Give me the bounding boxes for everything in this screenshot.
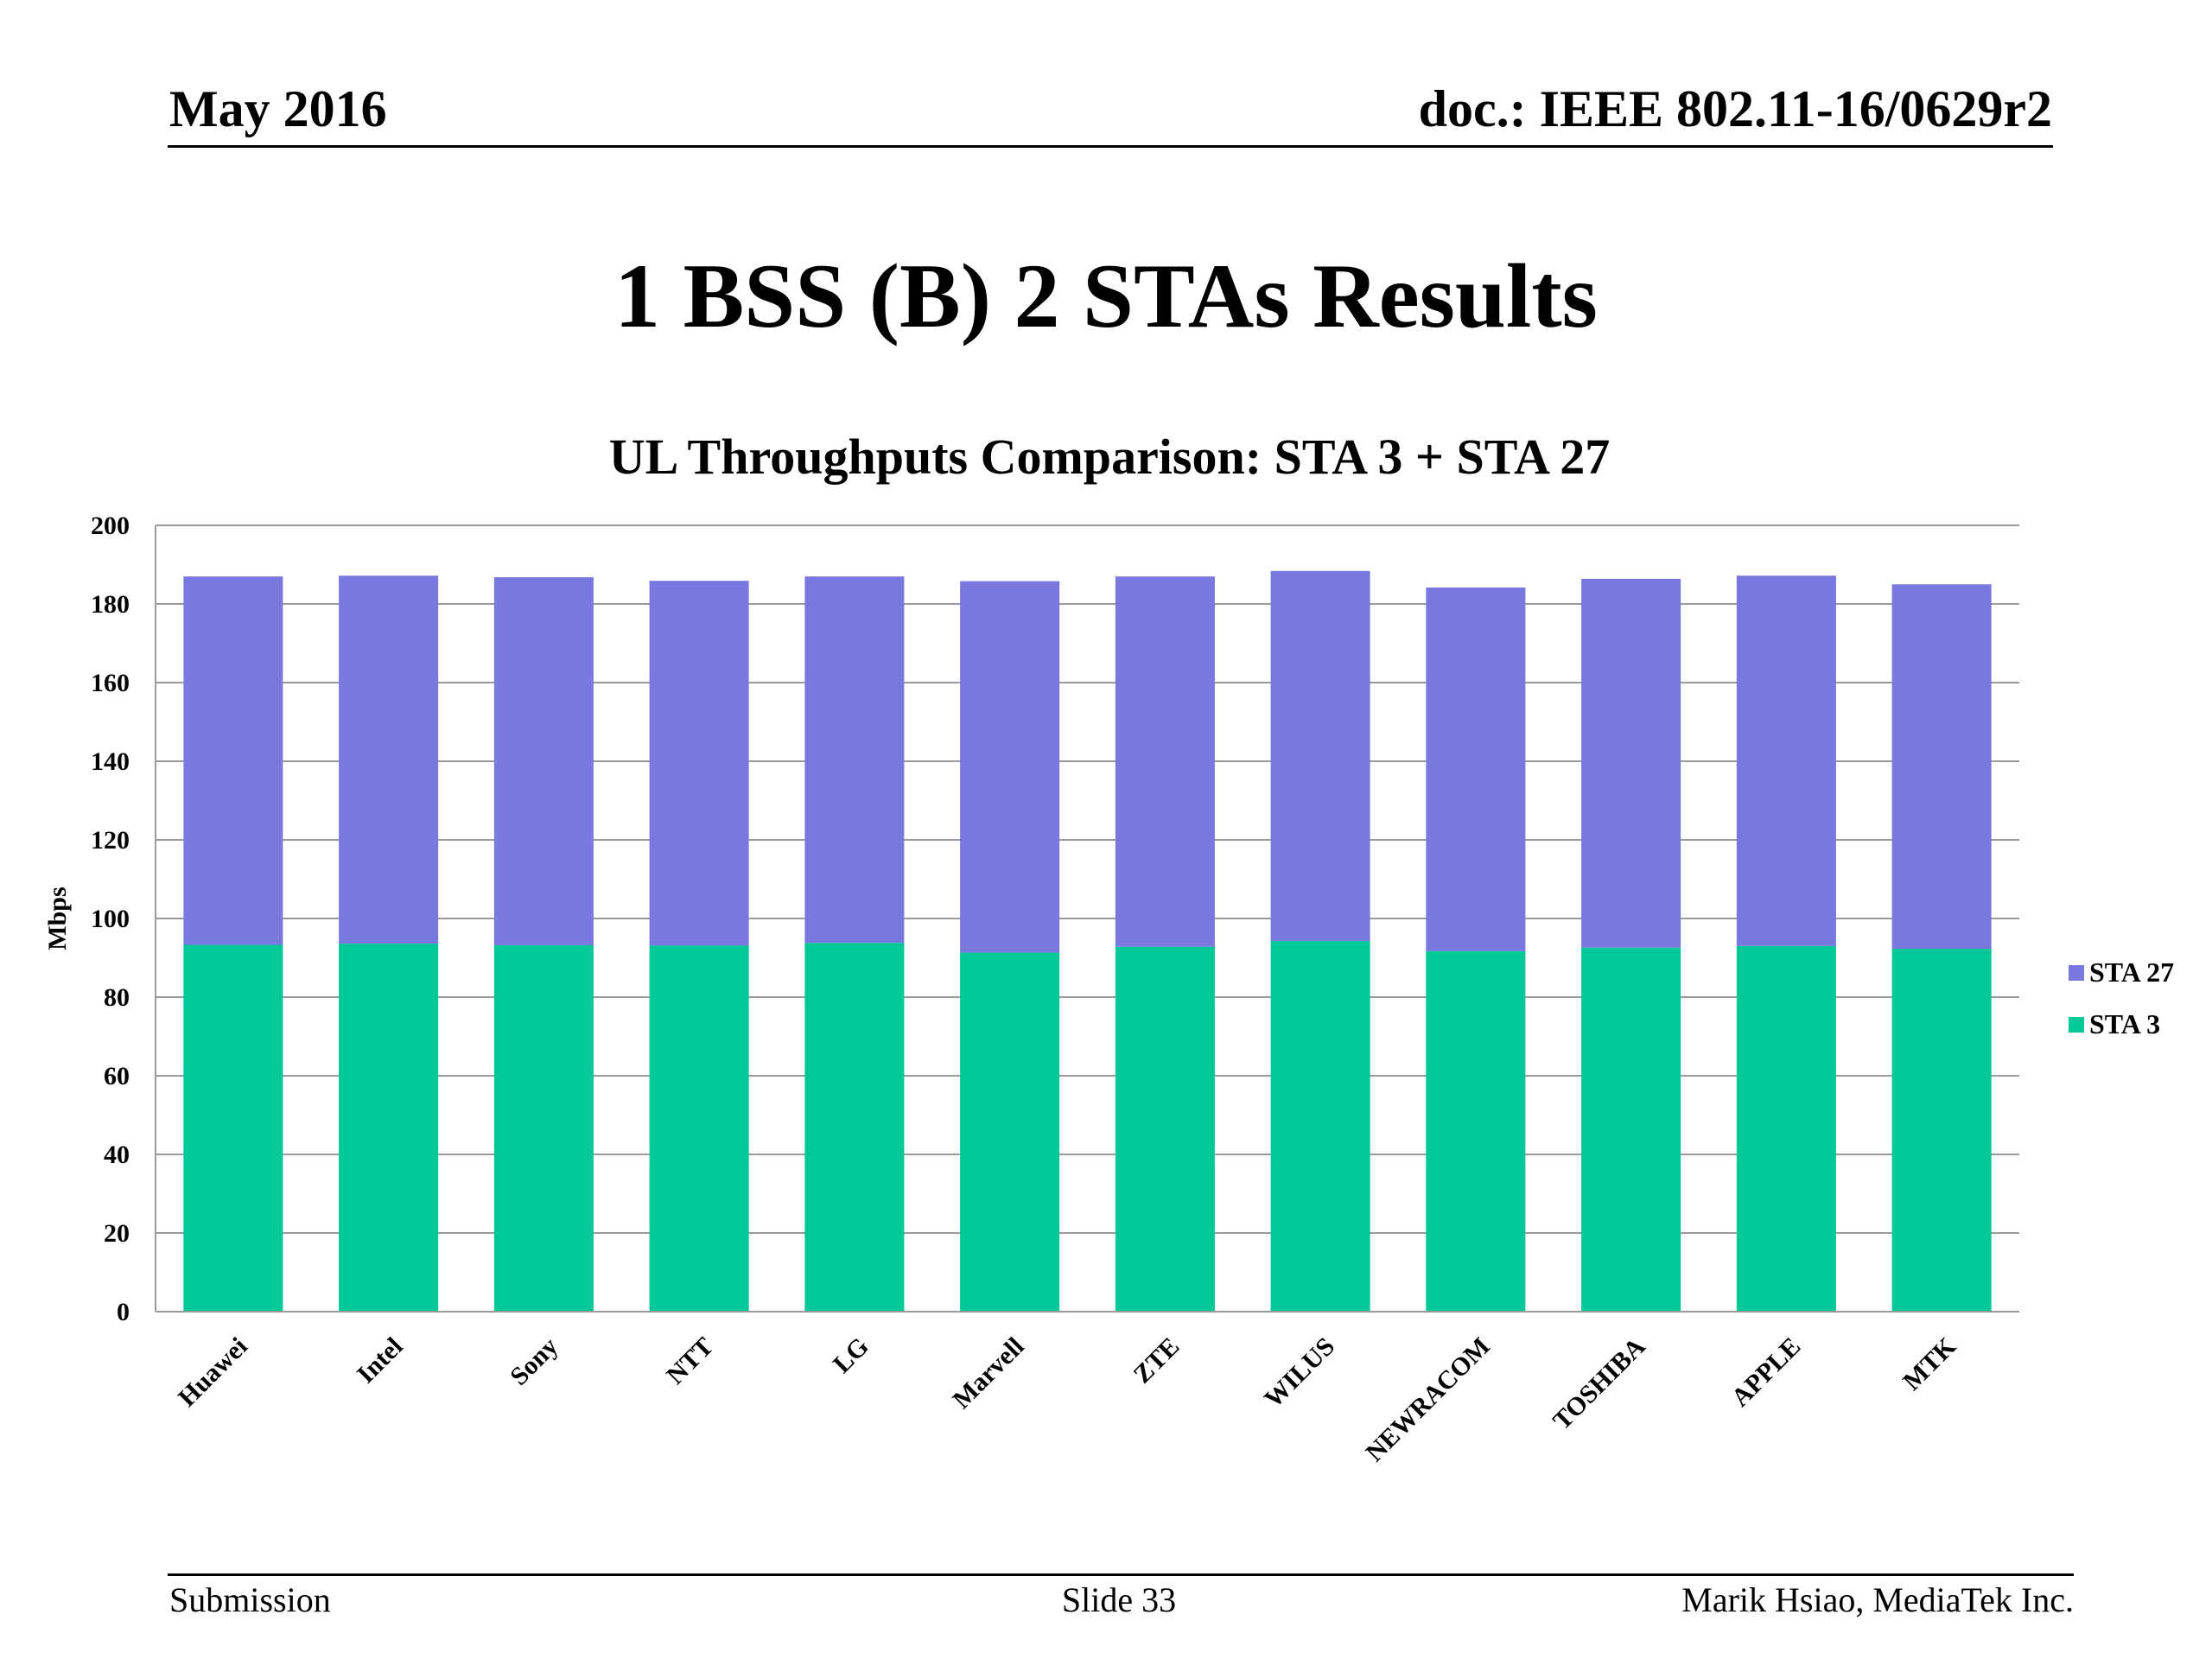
- x-tick-label: MTK: [1897, 1332, 1961, 1395]
- y-tick-label: 120: [91, 826, 130, 855]
- footer-slide-number: Slide 33: [1061, 1580, 1177, 1619]
- y-tick-label: 100: [91, 905, 130, 933]
- bar-sta-27-intel: [339, 575, 439, 944]
- y-tick-label: 180: [91, 590, 130, 619]
- x-tick-label: Huawei: [173, 1332, 253, 1413]
- bar-sta-3-marvell: [960, 952, 1060, 1312]
- x-tick-label: ZTE: [1128, 1332, 1185, 1389]
- bar-sta-3-toshiba: [1581, 947, 1681, 1312]
- bar-sta-3-wilus: [1270, 940, 1370, 1312]
- y-tick-label: 0: [117, 1298, 130, 1326]
- header-date: May 2016: [169, 80, 387, 137]
- x-tick-label: Sony: [505, 1332, 563, 1391]
- header-doc-id: doc.: IEEE 802.11-16/0629r2: [1418, 80, 2052, 137]
- bar-sta-27-marvell: [960, 581, 1060, 953]
- y-tick-label: 200: [91, 512, 130, 540]
- bar-sta-27-mtk: [1891, 584, 1992, 950]
- bar-sta-3-intel: [339, 944, 439, 1312]
- y-axis-label: Mbps: [43, 887, 72, 950]
- y-tick-label: 40: [104, 1141, 130, 1169]
- bars: [183, 570, 1992, 1312]
- bar-sta-3-newracom: [1426, 950, 1526, 1312]
- legend: STA 27 STA 3: [2069, 957, 2174, 1039]
- bar-sta-27-zte: [1115, 576, 1215, 947]
- gridlines: [156, 524, 2019, 1234]
- header-rule: [168, 145, 2053, 148]
- chart-title: UL Throughputs Comparison: STA 3 + STA 2…: [609, 429, 1611, 485]
- bar-sta-27-toshiba: [1581, 578, 1681, 948]
- bar-sta-27-newracom: [1426, 587, 1526, 951]
- bar-sta-27-ntt: [649, 581, 749, 946]
- bar-sta-27-huawei: [183, 576, 283, 945]
- footer-submission: Submission: [169, 1580, 331, 1619]
- x-tick-label: WILUS: [1259, 1332, 1340, 1414]
- stacked-bar-chart: UL Throughputs Comparison: STA 3 + STA 2…: [43, 429, 2174, 1468]
- bar-sta-3-huawei: [183, 944, 283, 1312]
- bar-sta-3-mtk: [1891, 949, 1992, 1312]
- footer-rule: [168, 1573, 2074, 1576]
- bar-sta-27-sony: [493, 577, 594, 945]
- legend-swatch-sta-3: [2069, 1017, 2084, 1033]
- y-tick-label: 160: [91, 669, 130, 697]
- footer-author: Marik Hsiao, MediaTek Inc.: [1681, 1580, 2074, 1619]
- bar-sta-3-sony: [493, 944, 594, 1312]
- bar-sta-3-apple: [1736, 945, 1836, 1312]
- x-tick-label: Marvell: [947, 1332, 1029, 1414]
- x-tick-label: LG: [828, 1332, 874, 1379]
- bar-sta-3-lg: [804, 943, 905, 1312]
- legend-label: STA 27: [2089, 957, 2174, 988]
- x-tick-label: NTT: [661, 1332, 719, 1390]
- bar-sta-27-lg: [804, 576, 905, 944]
- x-tick-label: Intel: [352, 1332, 409, 1389]
- x-tick-label: NEWRACOM: [1360, 1332, 1496, 1468]
- legend-label: STA 3: [2089, 1008, 2160, 1039]
- legend-swatch-sta-27: [2069, 965, 2084, 981]
- x-tick-label: TOSHIBA: [1548, 1332, 1651, 1435]
- x-tick-label: APPLE: [1726, 1332, 1806, 1413]
- bar-sta-3-zte: [1115, 946, 1215, 1312]
- y-tick-label: 60: [104, 1062, 130, 1090]
- bar-sta-27-wilus: [1270, 570, 1370, 941]
- slide-title: 1 BSS (B) 2 STAs Results: [614, 245, 1598, 346]
- bar-sta-27-apple: [1736, 575, 1836, 946]
- bar-sta-3-ntt: [649, 945, 749, 1312]
- y-tick-label: 80: [104, 983, 130, 1012]
- y-tick-label: 20: [104, 1219, 130, 1248]
- y-tick-label: 140: [91, 747, 130, 776]
